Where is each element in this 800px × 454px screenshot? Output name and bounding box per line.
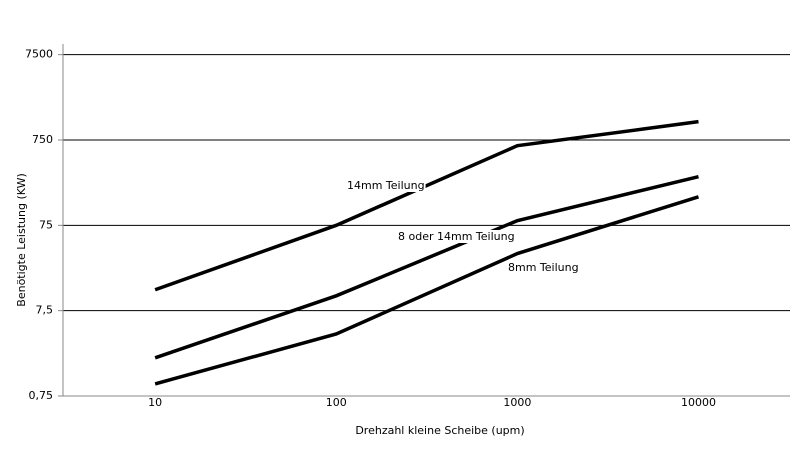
- label-background: [346, 179, 426, 192]
- y-axis-label: Benötigte Leistung (KW): [15, 173, 28, 306]
- label-background: [397, 230, 516, 243]
- x-axis-label: Drehzahl kleine Scheibe (upm): [355, 424, 524, 437]
- label-background: [507, 261, 580, 274]
- series-label: 14mm Teilung: [347, 179, 425, 192]
- x-tick-label: 1000: [503, 396, 531, 409]
- y-tick-label: 0,75: [29, 389, 54, 402]
- y-tick-label: 7,5: [36, 304, 54, 317]
- y-tick-label: 75: [39, 218, 53, 231]
- x-tick-label: 10000: [681, 396, 716, 409]
- x-tick-label: 100: [326, 396, 347, 409]
- series-label: 8mm Teilung: [508, 261, 579, 274]
- series-line: [154, 195, 700, 386]
- y-tick-label: 750: [32, 133, 53, 146]
- series-line: [154, 174, 699, 360]
- series-label: 8 oder 14mm Teilung: [398, 230, 515, 243]
- series-line: [154, 119, 699, 292]
- x-tick-label: 10: [148, 396, 162, 409]
- y-tick-label: 7500: [25, 48, 53, 61]
